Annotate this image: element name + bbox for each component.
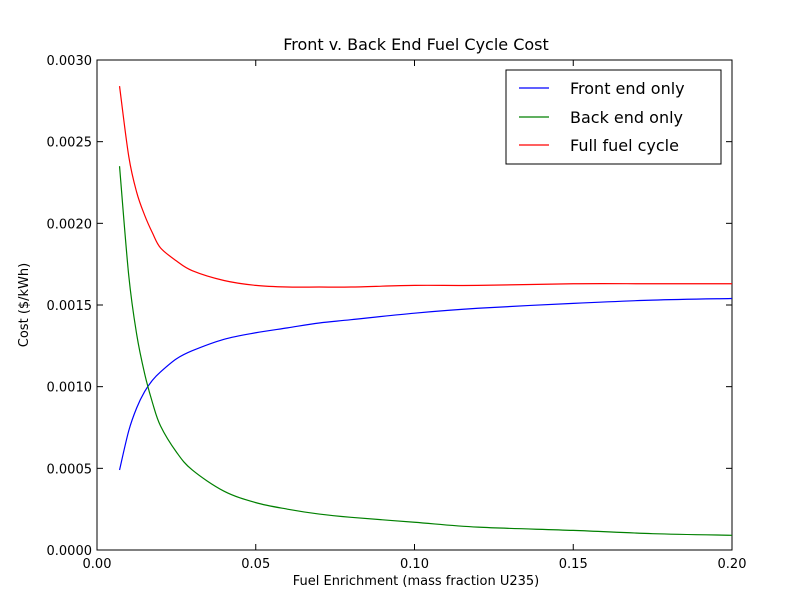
series-line-full-cycle (118, 86, 732, 288)
x-axis: 0.00 0.05 0.10 0.15 0.20 (83, 60, 747, 572)
y-tick-label: 0.0020 (47, 217, 93, 232)
x-tick-label: 0.10 (400, 557, 429, 572)
chart-title: Front v. Back End Fuel Cycle Cost (283, 35, 549, 54)
legend-label-full-cycle: Full fuel cycle (570, 136, 679, 155)
y-tick-label: 0.0025 (47, 136, 93, 151)
y-axis: 0.0000 0.0005 0.0010 0.0015 0.0020 0.0025 0.00… (47, 54, 732, 559)
y-tick-label: 0.0000 (47, 544, 93, 559)
legend-label-back-end: Back end only (570, 108, 683, 127)
x-axis-label: Fuel Enrichment (mass fraction U235) (293, 574, 540, 589)
series-lines (118, 86, 733, 536)
y-tick-label: 0.0005 (47, 462, 93, 477)
x-tick-label: 0.20 (718, 557, 747, 572)
y-axis-label: Cost ($/kWh) (17, 263, 32, 347)
legend: Front end only Back end only Full fuel c… (505, 69, 722, 165)
x-tick-label: 0.15 (559, 557, 588, 572)
y-tick-label: 0.0010 (47, 381, 93, 396)
y-tick-label: 0.0015 (47, 299, 93, 314)
series-line-back-end (118, 166, 733, 536)
y-tick-label: 0.0030 (47, 54, 93, 69)
legend-label-front-end: Front end only (570, 79, 685, 98)
series-line-front-end (118, 297, 733, 471)
x-tick-label: 0.05 (241, 557, 270, 572)
x-tick-label: 0.00 (83, 557, 112, 572)
